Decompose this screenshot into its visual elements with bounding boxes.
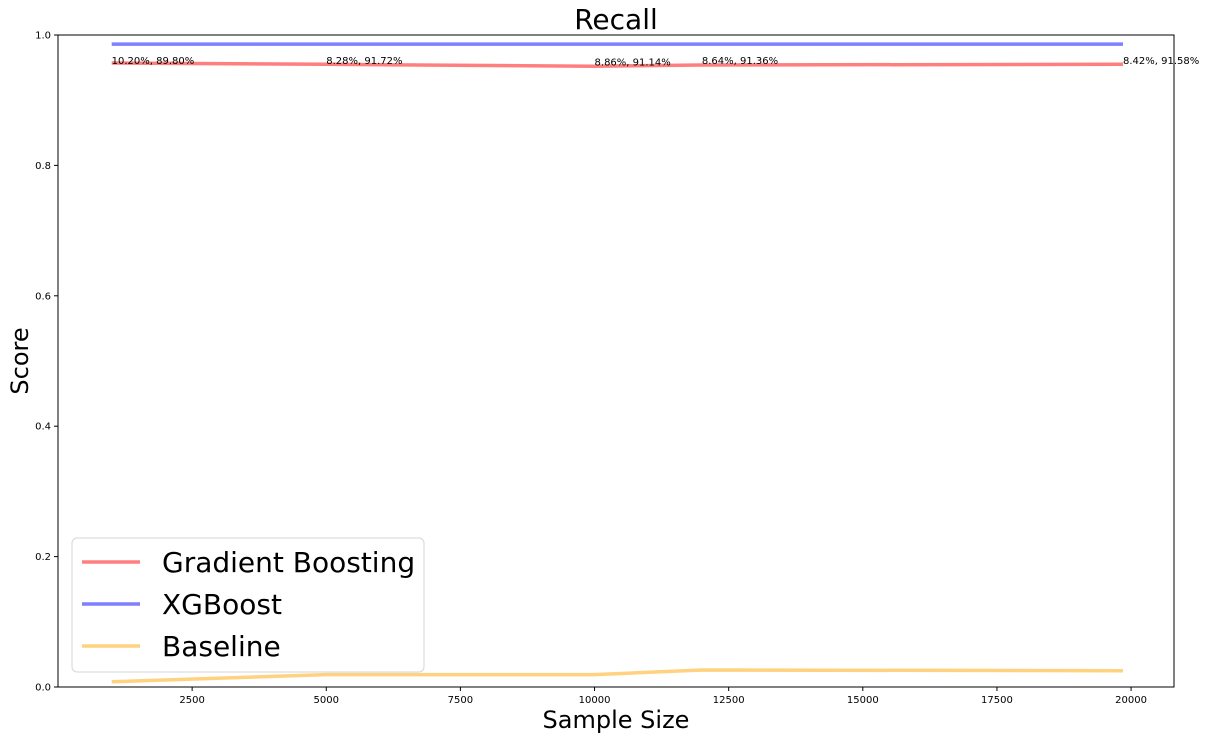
y-tick-label: 0.0	[35, 683, 51, 694]
plot-frame	[57, 34, 1175, 688]
annotation-label: 8.28%, 91.72%	[326, 56, 402, 67]
chart-title: Recall	[574, 3, 658, 36]
x-tick-label: 17500	[981, 695, 1013, 706]
legend-label: Baseline	[162, 630, 281, 663]
y-tick-label: 0.6	[35, 291, 51, 302]
annotation-label: 8.64%, 91.36%	[702, 56, 778, 67]
annotation-label: 8.42%, 91.58%	[1123, 56, 1199, 67]
legend-label: Gradient Boosting	[162, 546, 415, 579]
series-line-1	[111, 61, 1124, 69]
x-axis-label: Sample Size	[543, 706, 690, 734]
legend-label: XGBoost	[162, 588, 282, 621]
y-tick-label: 0.8	[35, 161, 51, 172]
x-tick-label: 2500	[179, 695, 204, 706]
legend-box	[71, 537, 425, 673]
y-axis-label: Score	[6, 327, 34, 394]
series-line-3	[111, 668, 1124, 684]
x-tick-label: 5000	[314, 695, 339, 706]
y-tick-label: 0.4	[35, 422, 51, 433]
annotation-label: 10.20%, 89.80%	[112, 56, 195, 67]
annotation-label: 8.86%, 91.14%	[595, 57, 671, 68]
x-tick-label: 10000	[579, 695, 611, 706]
x-tick-label: 7500	[448, 695, 473, 706]
y-tick-label: 0.2	[35, 552, 51, 563]
y-tick-label: 1.0	[35, 31, 51, 42]
x-tick-label: 15000	[847, 695, 879, 706]
x-tick-label: 12500	[713, 695, 745, 706]
x-tick-label: 20000	[1115, 695, 1147, 706]
